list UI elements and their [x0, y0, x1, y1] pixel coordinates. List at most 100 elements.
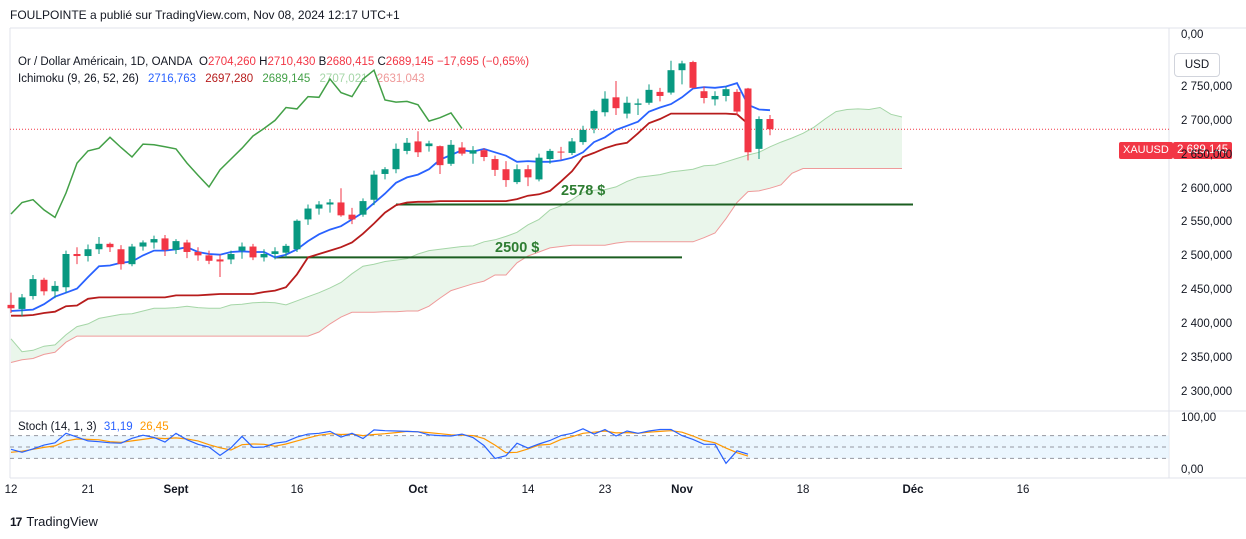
stoch-y-bottom-label: 0,00 — [1181, 464, 1204, 476]
low-value: 2680,415 — [326, 56, 375, 68]
candle-body — [370, 174, 378, 200]
candle-body — [678, 63, 686, 71]
x-tick-label: 12 — [4, 484, 18, 496]
candle-body — [601, 98, 609, 113]
candle-body — [249, 246, 257, 258]
candle-body — [150, 239, 158, 243]
candle-body — [447, 144, 455, 164]
candle-body — [645, 89, 653, 103]
candle-body — [337, 202, 345, 216]
candle-body — [73, 254, 81, 257]
symbol-tag: XAUUSD — [1119, 142, 1173, 159]
currency-button[interactable]: USD — [1174, 53, 1220, 77]
candle-body — [271, 251, 279, 254]
candle-body — [612, 97, 620, 109]
candle-body — [480, 150, 488, 158]
y-tick-label: 2 450,000 — [1181, 284, 1233, 297]
x-tick-label: 21 — [81, 484, 95, 496]
candle-body — [623, 102, 631, 114]
candle-body — [348, 214, 356, 220]
x-tick-label: 23 — [598, 484, 612, 496]
candle-body — [711, 95, 719, 100]
candle-body — [304, 208, 312, 220]
x-tick-label: Déc — [902, 484, 924, 496]
x-tick-label: 18 — [796, 484, 810, 496]
stoch-label: Stoch (14, 1, 3) — [18, 421, 97, 433]
candle-body — [546, 150, 554, 160]
high-value: 2710,430 — [267, 56, 316, 68]
candle-body — [183, 242, 191, 252]
ichimoku-tenkan-line — [10, 82, 771, 312]
candle-body — [282, 245, 290, 253]
candle-body — [62, 254, 70, 288]
candle-body — [634, 103, 642, 105]
candle-body — [502, 169, 510, 181]
publisher-header: FOULPOINTE a publié sur TradingView.com,… — [10, 8, 400, 22]
ichimoku-span-a-line — [10, 106, 903, 353]
candle-body — [161, 238, 169, 250]
candle-body — [414, 141, 422, 153]
candle-body — [106, 243, 114, 248]
ichimoku-chikou-value: 2689,145 — [262, 73, 311, 85]
candle-body — [656, 91, 664, 96]
candle-body — [139, 242, 147, 247]
candle-body — [667, 70, 675, 93]
x-tick-label: 16 — [1016, 484, 1030, 496]
candle-body — [700, 91, 708, 98]
ichimoku-cloud — [11, 107, 902, 363]
candle-body — [579, 129, 587, 143]
candle-body — [117, 249, 125, 265]
candle-body — [51, 285, 59, 292]
tradingview-wordmark: TradingView — [26, 514, 98, 529]
candle-body — [172, 241, 180, 250]
candle-body — [29, 279, 37, 297]
x-tick-label: Oct — [408, 484, 428, 496]
close-value: 2689,145 — [385, 56, 434, 68]
tradingview-logo[interactable]: 17 TradingView — [10, 514, 98, 529]
symbol-name: Or / Dollar Américain, 1D, OANDA — [18, 56, 192, 68]
stoch-k-value: 31,19 — [103, 421, 133, 433]
candle-body — [238, 246, 246, 251]
stoch-d-line — [10, 430, 749, 457]
candle-body — [194, 251, 202, 256]
candle-body — [469, 150, 477, 154]
y-tick-label: 2 400,000 — [1181, 318, 1233, 331]
candle-body — [535, 157, 543, 180]
candle-body — [326, 202, 334, 205]
y-tick-label: 2 300,000 — [1181, 386, 1233, 399]
y-tick-label: 2 600,000 — [1181, 182, 1233, 195]
candle-body — [381, 169, 389, 174]
candle-body — [733, 91, 741, 112]
y-top-label: 0,00 — [1181, 29, 1204, 41]
ichimoku-kijun-value: 2697,280 — [205, 73, 254, 85]
candle-body — [524, 169, 532, 178]
ichimoku-span-b-line — [10, 168, 902, 363]
y-tick-label: 2 700,000 — [1181, 114, 1233, 127]
candle-body — [227, 254, 235, 260]
candle-body — [359, 201, 367, 215]
tradingview-mark-icon: 17 — [10, 514, 22, 529]
candle-body — [689, 62, 697, 88]
candle-body — [40, 279, 48, 292]
ichimoku-span-b-value: 2631,043 — [376, 73, 425, 85]
support-label-2: 2500 $ — [495, 239, 540, 256]
y-tick-label: 2 550,000 — [1181, 216, 1233, 229]
candle-body — [513, 169, 521, 183]
candle-body — [18, 297, 26, 309]
stoch-d-value: 26,45 — [139, 421, 169, 433]
stoch-y-top-label: 100,00 — [1181, 412, 1217, 424]
candle-body — [260, 254, 268, 258]
candle-body — [403, 142, 411, 151]
candle-body — [392, 148, 400, 170]
low-label: B — [318, 56, 327, 68]
x-tick-label: Sept — [163, 484, 189, 496]
support-label-1: 2578 $ — [561, 182, 606, 199]
candle-body — [293, 220, 301, 250]
close-label: C — [377, 56, 386, 68]
ichimoku-legend: Ichimoku (9, 26, 52, 26) 2716,763 2697,2… — [18, 73, 425, 85]
x-tick-label: 16 — [290, 484, 304, 496]
stoch-legend: Stoch (14, 1, 3) 31,19 26,45 — [18, 421, 169, 433]
high-label: H — [259, 56, 268, 68]
candle-body — [84, 249, 92, 257]
